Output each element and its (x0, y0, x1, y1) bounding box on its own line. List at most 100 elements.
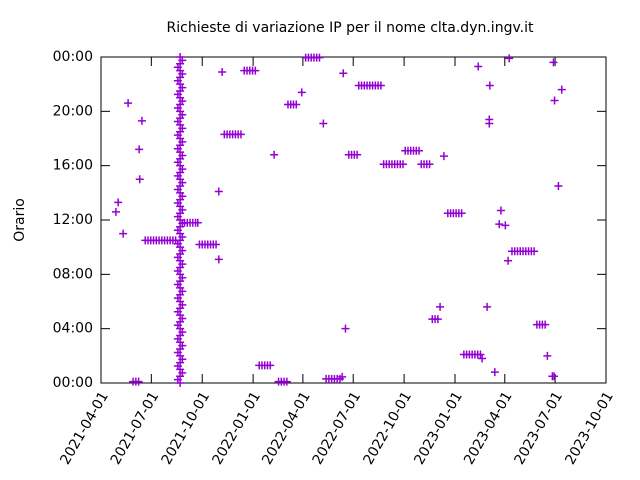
data-point (399, 160, 408, 169)
data-point (178, 232, 187, 241)
data-point (173, 375, 182, 384)
data-point (178, 246, 187, 255)
data-point (173, 226, 182, 235)
data-point (134, 377, 143, 386)
data-point (439, 152, 448, 161)
data-point (124, 99, 133, 108)
data-point (178, 97, 187, 106)
data-point (173, 199, 182, 208)
data-point (543, 351, 552, 360)
x-tick-label: 2022-07-01 (310, 389, 365, 467)
data-point (476, 350, 485, 359)
data-point (173, 294, 182, 303)
data-point (415, 146, 424, 155)
data-point (530, 247, 539, 256)
data-point (178, 328, 187, 337)
y-tick-label: 08:00 (53, 266, 93, 282)
data-point (496, 206, 505, 215)
chart-title: Richieste di variazione IP per il nome c… (167, 20, 534, 36)
data-point (341, 324, 350, 333)
data-point (178, 355, 187, 364)
data-point (173, 76, 182, 85)
data-point (178, 192, 187, 201)
data-point (173, 90, 182, 99)
data-point (173, 131, 182, 140)
data-point (319, 119, 328, 128)
data-point (173, 253, 182, 262)
data-point (178, 273, 187, 282)
data-point (173, 348, 182, 357)
y-tick-label: 12:00 (53, 212, 93, 228)
data-point (292, 100, 301, 109)
data-point (214, 187, 223, 196)
data-point (178, 69, 187, 78)
data-point (173, 362, 182, 371)
data-point (173, 171, 182, 180)
x-tick-label: 2022-01-01 (209, 389, 264, 467)
y-axis-label: Orario (12, 198, 28, 242)
data-point (173, 103, 182, 112)
y-tick-label: 00:00 (53, 375, 93, 391)
data-point (178, 124, 187, 133)
data-point (178, 110, 187, 119)
x-tick-label: 2021-04-01 (57, 389, 112, 467)
data-point (193, 218, 202, 227)
data-point (178, 56, 187, 65)
y-tick-label: 16:00 (53, 158, 93, 174)
data-point (485, 119, 494, 128)
data-point (485, 81, 494, 90)
data-point (178, 151, 187, 160)
data-point (173, 239, 182, 248)
y-tick-label: 04:00 (53, 321, 93, 337)
data-point (173, 212, 182, 221)
x-tick-label: 2022-04-01 (259, 389, 314, 467)
data-point (173, 307, 182, 316)
data-point (338, 372, 347, 381)
data-point (457, 209, 466, 218)
data-point (173, 321, 182, 330)
data-point (135, 145, 144, 154)
data-point (173, 63, 182, 72)
data-point (173, 185, 182, 194)
data-point (504, 256, 513, 265)
data-point (433, 315, 442, 324)
data-point (178, 341, 187, 350)
data-point (549, 58, 558, 67)
x-tick-label: 2022-10-01 (360, 389, 415, 467)
data-point (550, 372, 559, 381)
x-tick-label: 2023-01-01 (411, 389, 466, 467)
data-point (212, 240, 221, 249)
data-point (173, 266, 182, 275)
data-point (137, 116, 146, 125)
data-point (270, 150, 279, 159)
data-point (550, 96, 559, 105)
data-point (557, 85, 566, 94)
data-point (436, 302, 445, 311)
data-point (425, 160, 434, 169)
data-point (114, 198, 123, 207)
data-point (178, 137, 187, 146)
data-point (178, 287, 187, 296)
data-point (178, 368, 187, 377)
data-point (178, 165, 187, 174)
data-point (505, 54, 514, 63)
data-point (173, 117, 182, 126)
data-point (236, 130, 245, 139)
data-point (501, 221, 510, 230)
y-tick-label: 20:00 (53, 103, 93, 119)
x-tick-label: 2023-04-01 (461, 389, 516, 467)
data-point (474, 62, 483, 71)
data-point (111, 207, 120, 216)
data-point (178, 205, 187, 214)
data-point (178, 260, 187, 269)
data-point (541, 320, 550, 329)
data-point (178, 300, 187, 309)
data-point (554, 182, 563, 191)
data-point (173, 280, 182, 289)
data-point (490, 368, 499, 377)
data-point (173, 334, 182, 343)
data-point (214, 255, 223, 264)
x-tick-label: 2023-07-01 (511, 389, 566, 467)
x-tick-label: 2023-10-01 (562, 389, 617, 467)
